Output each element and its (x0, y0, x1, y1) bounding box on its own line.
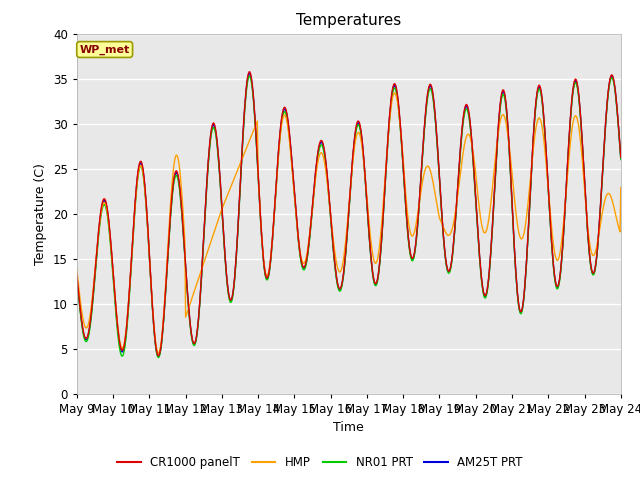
HMP (154, 350, 162, 356)
AM25T PRT (73, 273, 81, 278)
NR01 PRT (395, 107, 403, 112)
Line: AM25T PRT: AM25T PRT (77, 73, 621, 357)
CR1000 panelT (193, 330, 201, 336)
CR1000 panelT (449, 252, 456, 258)
AM25T PRT (617, 156, 625, 161)
CR1000 panelT (395, 103, 403, 108)
CR1000 panelT (73, 272, 81, 277)
HMP (73, 267, 81, 273)
AM25T PRT (342, 249, 349, 254)
NR01 PRT (193, 332, 201, 338)
AM25T PRT (154, 354, 162, 360)
NR01 PRT (342, 250, 349, 256)
HMP (391, 90, 399, 96)
CR1000 panelT (617, 155, 625, 160)
X-axis label: Time: Time (333, 421, 364, 434)
HMP (395, 108, 403, 113)
CR1000 panelT (342, 247, 349, 253)
AM25T PRT (216, 181, 224, 187)
CR1000 panelT (216, 180, 224, 185)
HMP (568, 123, 576, 129)
HMP (216, 211, 224, 216)
Y-axis label: Temperature (C): Temperature (C) (35, 163, 47, 264)
NR01 PRT (73, 275, 81, 280)
AM25T PRT (193, 331, 201, 337)
NR01 PRT (568, 94, 576, 100)
Legend: CR1000 panelT, HMP, NR01 PRT, AM25T PRT: CR1000 panelT, HMP, NR01 PRT, AM25T PRT (113, 452, 527, 474)
HMP (617, 185, 625, 191)
NR01 PRT (449, 254, 456, 260)
NR01 PRT (617, 156, 625, 162)
AM25T PRT (568, 93, 576, 98)
AM25T PRT (395, 104, 403, 110)
CR1000 panelT (154, 353, 162, 359)
CR1000 panelT (246, 69, 253, 75)
HMP (341, 244, 349, 250)
HMP (193, 280, 201, 286)
CR1000 panelT (568, 91, 576, 96)
NR01 PRT (154, 355, 162, 360)
Title: Temperatures: Temperatures (296, 13, 401, 28)
HMP (449, 226, 456, 231)
AM25T PRT (246, 71, 253, 76)
Text: WP_met: WP_met (79, 44, 130, 55)
Line: NR01 PRT: NR01 PRT (77, 76, 621, 358)
Line: HMP: HMP (77, 93, 621, 353)
Line: CR1000 panelT: CR1000 panelT (77, 72, 621, 356)
NR01 PRT (246, 73, 253, 79)
AM25T PRT (449, 253, 456, 259)
NR01 PRT (216, 183, 224, 189)
